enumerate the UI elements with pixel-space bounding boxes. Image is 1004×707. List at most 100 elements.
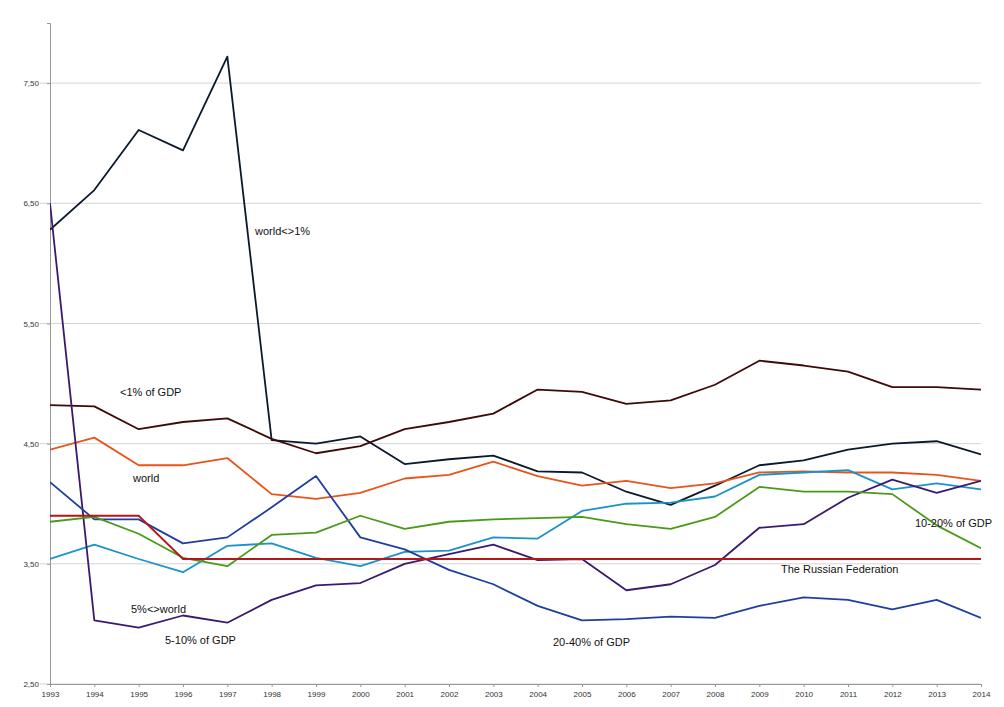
grid-line [40,323,981,324]
plot-area [50,57,981,628]
x-tick: 1998 [263,684,281,699]
x-tick-mark [405,684,406,687]
y-tick-label: 5,50 [23,320,39,329]
x-tick-mark [937,684,938,687]
x-tick-mark [227,684,228,687]
grid-line [40,203,981,204]
grid-line [40,443,981,444]
x-tick-mark [981,684,982,687]
x-tick-mark [183,684,184,687]
x-tick-label: 2004 [529,690,547,699]
x-tick: 1999 [308,684,326,699]
series-label: world<>1% [254,225,310,237]
y-tick: 7,50 [23,79,50,88]
x-tick-mark [538,684,539,687]
y-tick: 4,50 [23,440,50,449]
y-tick: 3,50 [23,560,50,569]
y-tick-label: 6,50 [23,199,39,208]
grid-line [40,83,981,84]
y-tick-label: 4,50 [23,440,39,449]
x-tick-mark [94,684,95,687]
x-tick: 2013 [928,684,946,699]
series-line [50,470,981,572]
x-tick-label: 2010 [795,690,813,699]
x-tick-mark [671,684,672,687]
y-tick-mark [47,83,50,84]
x-tick-mark [316,684,317,687]
x-tick-mark [626,684,627,687]
series-line [50,203,981,627]
x-tick-mark [715,684,716,687]
x-tick: 2012 [884,684,902,699]
series-label: 5-10% of GDP [165,634,236,646]
series-line [50,361,981,454]
y-tick-mark [47,203,50,204]
chart: 2,50 3,50 4,50 5,50 6,50 7,50 1993 1994 1995 1996… [0,0,1004,707]
x-tick-label: 2005 [574,690,592,699]
y-tick-mark [47,564,50,565]
x-tick: 2008 [707,684,725,699]
x-tick: 1993 [42,684,60,699]
x-tick-mark [139,684,140,687]
series-line [50,516,981,559]
grid [40,83,981,684]
x-tick-label: 1995 [130,690,148,699]
x-tick-label: 2001 [396,690,414,699]
y-axis-line [47,24,51,685]
x-tick: 2009 [751,684,769,699]
x-tick-mark [804,684,805,687]
x-tick-label: 2011 [840,690,858,699]
series-label: The Russian Federation [781,563,898,575]
x-tick-mark [582,684,583,687]
x-tick-mark [892,684,893,687]
x-axis: 1993 1994 1995 1996 1997 1998 1999 2000 2001 2002… [42,684,991,699]
series-line [50,487,981,566]
x-tick-label: 2007 [662,690,680,699]
y-axis: 2,50 3,50 4,50 5,50 6,50 7,50 [23,24,50,690]
y-tick: 6,50 [23,199,50,208]
x-tick-mark [360,684,361,687]
x-tick-label: 2000 [352,690,370,699]
x-tick: 2006 [618,684,636,699]
x-tick-label: 2014 [973,690,991,699]
x-tick: 2014 [973,684,991,699]
x-tick-mark [493,684,494,687]
x-tick-label: 2002 [441,690,459,699]
series-line [50,476,981,620]
series-label: <1% of GDP [120,386,181,398]
x-tick-mark [50,684,51,687]
x-tick-mark [449,684,450,687]
x-tick-label: 2013 [928,690,946,699]
series-labels: world<>1% <1% of GDP world 5%<>world 5-10% o… [120,225,992,648]
x-tick-label: 1994 [86,690,104,699]
x-tick: 2005 [574,684,592,699]
x-tick-mark [759,684,760,687]
y-tick-mark [47,684,50,685]
y-tick-label: 3,50 [23,560,39,569]
x-tick-label: 2012 [884,690,902,699]
series-label: world [132,472,159,484]
y-tick-mark [47,444,50,445]
x-tick: 2007 [662,684,680,699]
x-tick-label: 1996 [175,690,193,699]
x-tick: 1996 [175,684,193,699]
x-tick-label: 2006 [618,690,636,699]
x-tick: 2010 [795,684,813,699]
x-tick-label: 2003 [485,690,503,699]
y-tick-mark [47,323,50,324]
x-tick-label: 2009 [751,690,769,699]
x-tick-label: 1998 [263,690,281,699]
series-line [50,438,981,499]
x-tick-label: 2008 [707,690,725,699]
series-line [50,57,981,505]
series-label: 5%<>world [131,603,186,615]
y-tick: 2,50 [23,680,50,689]
x-tick-label: 1997 [219,690,237,699]
x-tick: 2001 [396,684,414,699]
x-tick-mark [848,684,849,687]
x-tick-label: 1993 [42,690,60,699]
y-tick-label: 7,50 [23,79,39,88]
x-tick: 2002 [441,684,459,699]
y-tick-label: 2,50 [23,680,39,689]
x-tick: 1995 [130,684,148,699]
